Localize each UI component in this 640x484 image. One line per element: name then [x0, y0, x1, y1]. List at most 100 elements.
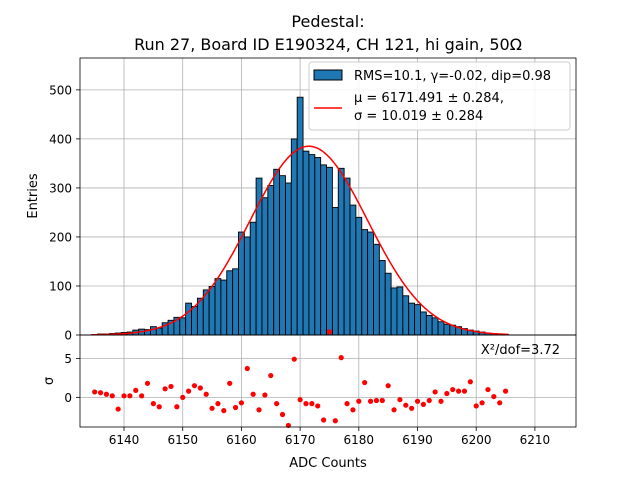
histogram-bar: [233, 269, 239, 335]
residual-point: [262, 392, 267, 397]
residual-point: [433, 389, 438, 394]
residual-point: [186, 389, 191, 394]
x-tick-label: 6190: [402, 433, 433, 447]
legend-fit-label-2: σ = 10.019 ± 0.284: [354, 109, 483, 124]
residual-point: [391, 407, 396, 412]
residual-point: [104, 392, 109, 397]
residual-point: [397, 397, 402, 402]
residual-point: [356, 399, 361, 404]
histogram-bar: [379, 260, 385, 335]
histogram-bar: [344, 178, 350, 335]
residual-point: [497, 400, 502, 405]
residual-point: [251, 392, 256, 397]
residual-point: [215, 401, 220, 406]
y-tick-label: 200: [49, 230, 72, 244]
histogram-bar: [426, 315, 432, 335]
histogram-bar: [409, 303, 415, 335]
residual-y-tick-label: 5: [64, 352, 72, 366]
histogram-bar: [268, 185, 274, 335]
residual-point: [368, 399, 373, 404]
residual-point: [204, 392, 209, 397]
residual-point: [239, 400, 244, 405]
residual-point: [157, 404, 162, 409]
histogram-bar: [215, 279, 221, 335]
histogram-bar: [238, 232, 244, 335]
legend-hist-label: RMS=10.1, γ=-0.02, dip=0.98: [354, 69, 551, 84]
y-tick-label: 0: [64, 329, 72, 343]
residual-point: [374, 398, 379, 403]
residual-point: [233, 405, 238, 410]
residual-point: [350, 407, 355, 412]
histogram-bar: [338, 168, 344, 335]
residual-point: [274, 401, 279, 406]
histogram-bar: [420, 312, 426, 335]
residual-point: [415, 399, 420, 404]
histogram-bar: [303, 151, 309, 335]
y-tick-label: 300: [49, 181, 72, 195]
residual-point: [468, 379, 473, 384]
residual-point: [127, 393, 132, 398]
x-tick-label: 6210: [520, 433, 551, 447]
residual-point: [421, 402, 426, 407]
residual-point: [315, 403, 320, 408]
histogram-bar: [391, 288, 397, 335]
residual-point: [209, 406, 214, 411]
residual-point: [386, 383, 391, 388]
x-tick-label: 6200: [461, 433, 492, 447]
legend-fit-label-1: μ = 6171.491 ± 0.284,: [354, 91, 504, 106]
histogram-bar: [180, 318, 186, 335]
residual-point: [438, 399, 443, 404]
residual-point: [450, 387, 455, 392]
histogram-bar: [186, 303, 192, 335]
residual-point: [380, 398, 385, 403]
histogram-bar: [244, 237, 250, 335]
residual-point: [321, 417, 326, 422]
histogram-bar: [209, 286, 215, 335]
chi2-label: X²/dof=3.72: [481, 343, 560, 358]
y-tick-label: 100: [49, 279, 72, 293]
residual-point: [444, 391, 449, 396]
histogram-bar: [415, 305, 421, 335]
y-tick-label: 400: [49, 132, 72, 146]
legend-hist-swatch: [314, 70, 342, 80]
residual-point: [110, 393, 115, 398]
histogram-bar: [332, 208, 338, 335]
residual-point: [98, 390, 103, 395]
residual-point: [245, 366, 250, 371]
histogram-bar: [156, 328, 162, 335]
residual-point: [227, 381, 232, 386]
residual-point: [479, 400, 484, 405]
chart-subtitle: Run 27, Board ID E190324, CH 121, hi gai…: [134, 35, 522, 54]
residual-point: [168, 384, 173, 389]
residual-point: [163, 386, 168, 391]
residual-point: [268, 373, 273, 378]
residual-point: [139, 393, 144, 398]
y-tick-label: 500: [49, 83, 72, 97]
residual-point: [92, 389, 97, 394]
residual-point: [462, 389, 467, 394]
histogram-bar: [150, 327, 156, 335]
histogram-bar: [368, 232, 374, 335]
histogram-bar: [250, 222, 256, 335]
histogram-bar: [309, 155, 315, 335]
residual-point: [121, 393, 126, 398]
y-axis-label: Entries: [26, 173, 41, 219]
x-tick-label: 6170: [285, 433, 316, 447]
residual-point: [362, 380, 367, 385]
residual-point: [151, 401, 156, 406]
histogram-bar: [327, 167, 333, 335]
residual-point: [409, 406, 414, 411]
histogram-bar: [397, 287, 403, 335]
residual-y-axis-label: σ: [42, 377, 57, 385]
residual-point: [180, 395, 185, 400]
residual-point: [344, 401, 349, 406]
histogram-bar: [356, 217, 362, 335]
histogram-bar: [274, 169, 280, 335]
residual-point: [298, 397, 303, 402]
x-tick-label: 6160: [226, 433, 257, 447]
residual-point: [280, 412, 285, 417]
residual-y-tick-label: 0: [64, 391, 72, 405]
histogram-bar: [280, 176, 286, 335]
residual-point: [333, 418, 338, 423]
residual-point: [221, 408, 226, 413]
